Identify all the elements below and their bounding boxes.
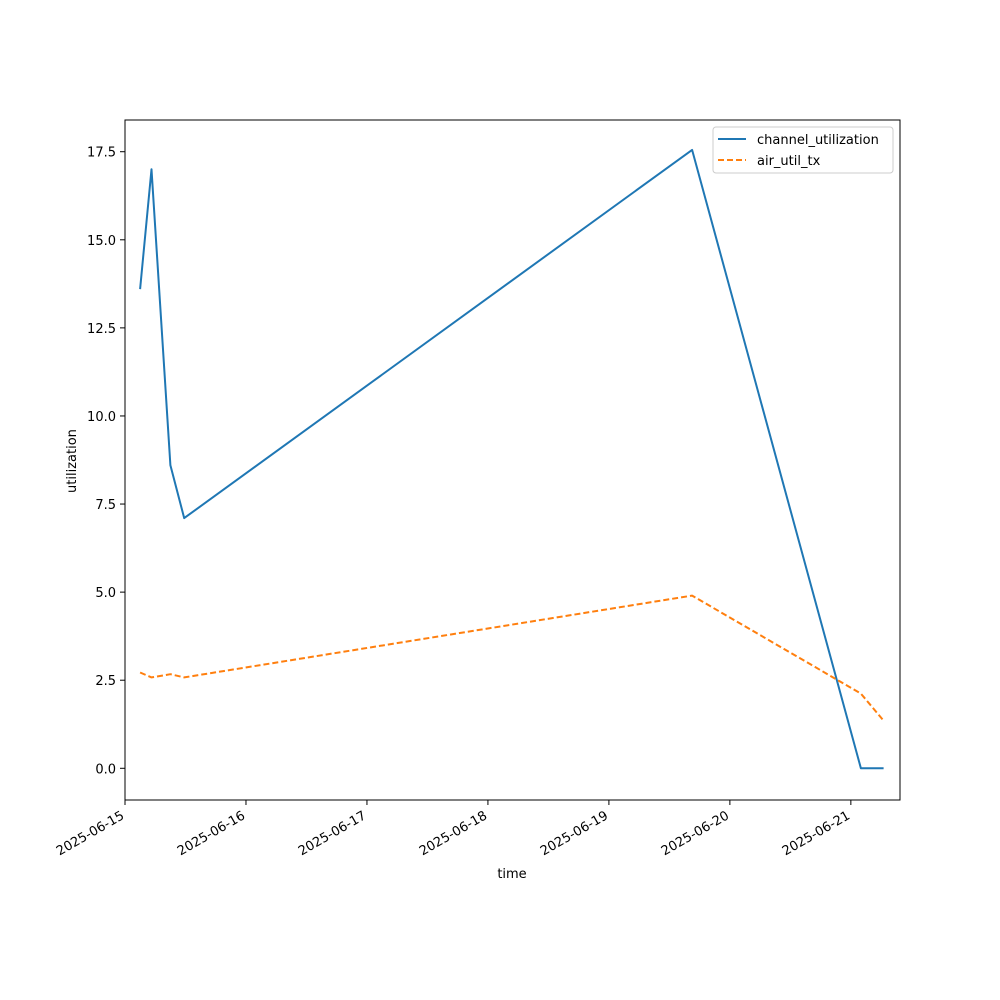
x-tick-label: 2025-06-19 — [538, 808, 611, 859]
y-axis-label: utilization — [65, 429, 80, 493]
plot-frame — [124, 119, 901, 801]
y-tick-label: 17.5 — [87, 146, 116, 161]
x-tick-label: 2025-06-17 — [296, 808, 369, 859]
legend-box — [712, 126, 894, 174]
plot-lines — [139, 148, 885, 770]
x-tick-label: 2025-06-21 — [780, 808, 853, 859]
x-tick-label: 2025-06-20 — [659, 808, 732, 859]
series-line-air-util-tx — [139, 594, 885, 722]
x-tick-label: 2025-06-15 — [54, 808, 127, 859]
y-axis: 0.0 2.5 5.0 7.5 10.0 12.5 15.0 17.5 — [87, 146, 125, 777]
x-tick-label: 2025-06-16 — [175, 808, 248, 859]
x-tick-label: 2025-06-18 — [417, 808, 490, 859]
legend-label-air-util-tx: air_util_tx — [757, 154, 821, 169]
y-tick-label: 0.0 — [95, 762, 116, 777]
y-tick-label: 7.5 — [95, 498, 116, 513]
y-tick-label: 12.5 — [87, 322, 116, 337]
y-tick-label: 10.0 — [87, 410, 116, 425]
y-tick-label: 5.0 — [95, 586, 116, 601]
series-line-channel-utilization — [139, 148, 884, 770]
y-tick-label: 15.0 — [87, 234, 116, 249]
y-tick-label: 2.5 — [95, 674, 116, 689]
x-axis-label: time — [497, 867, 526, 882]
legend: channel_utilization air_util_tx — [712, 126, 894, 174]
x-axis: 2025-06-15 2025-06-16 2025-06-17 2025-06-18… — [54, 800, 853, 859]
legend-label-channel-utilization: channel_utilization — [757, 133, 879, 148]
